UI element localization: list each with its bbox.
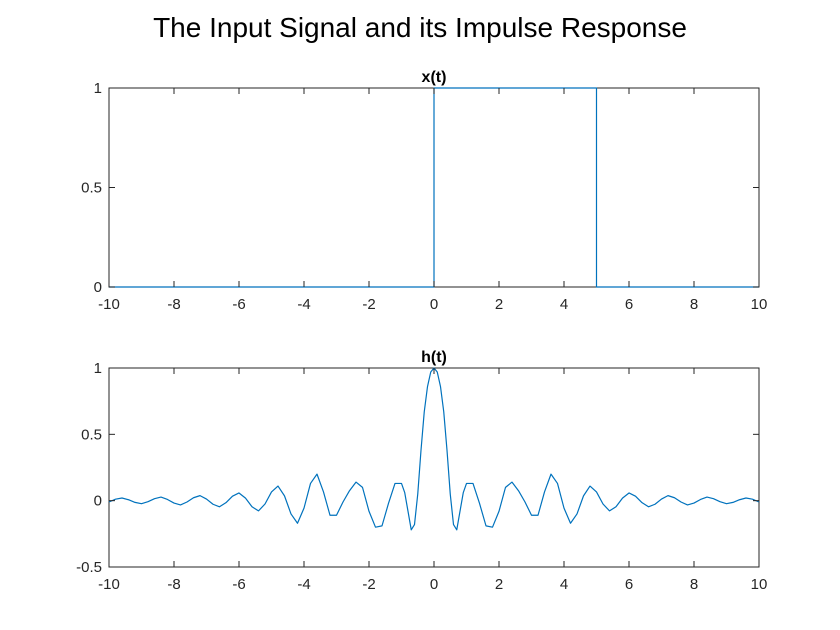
chart-2-xtick-label: 6 (625, 576, 633, 593)
chart-2-xtick-label: 10 (751, 576, 768, 593)
chart-2-xtick-label: 2 (495, 576, 503, 593)
chart-1-ytick-label: 0 (94, 279, 102, 296)
chart-2-xtick-label: -2 (362, 576, 375, 593)
chart-2-title: h(t) (421, 349, 447, 366)
chart-2-xtick-label: 4 (560, 576, 568, 593)
chart-2-xtick-label: -4 (297, 576, 310, 593)
chart-2-ytick-label: 1 (94, 360, 102, 377)
chart-1-xtick-label: 6 (625, 296, 633, 313)
chart-2-ytick-label: -0.5 (76, 559, 102, 576)
chart-1-xtick-label: 10 (751, 296, 768, 313)
chart-1-ytick-label: 0.5 (81, 180, 102, 197)
chart-2-xtick-label: -10 (98, 576, 120, 593)
chart-2-xtick-label: -8 (167, 576, 180, 593)
chart-1-xtick-label: -10 (98, 296, 120, 313)
chart-1-xtick-label: 0 (430, 296, 438, 313)
figure-title: The Input Signal and its Impulse Respons… (153, 12, 687, 43)
chart-1-xtick-label: 4 (560, 296, 568, 313)
chart-1-xtick-label: -4 (297, 296, 310, 313)
chart-2-xtick-label: 0 (430, 576, 438, 593)
chart-2-xtick-label: 8 (690, 576, 698, 593)
chart-1-series-line-1 (109, 87, 759, 288)
chart-1-title: x(t) (422, 69, 447, 86)
chart-2-axes-box (108, 367, 760, 568)
chart-1-xtick-label: 2 (495, 296, 503, 313)
chart-1-xtick-label: -2 (362, 296, 375, 313)
chart-1-xtick-label: -6 (232, 296, 245, 313)
chart-1-xtick-label: -8 (167, 296, 180, 313)
chart-2-ytick-label: 0.5 (81, 426, 102, 443)
chart-2-ytick-label: 0 (94, 493, 102, 510)
chart-2-xtick-label: -6 (232, 576, 245, 593)
chart-1-xtick-label: 8 (690, 296, 698, 313)
chart-1-ytick-label: 1 (94, 80, 102, 97)
